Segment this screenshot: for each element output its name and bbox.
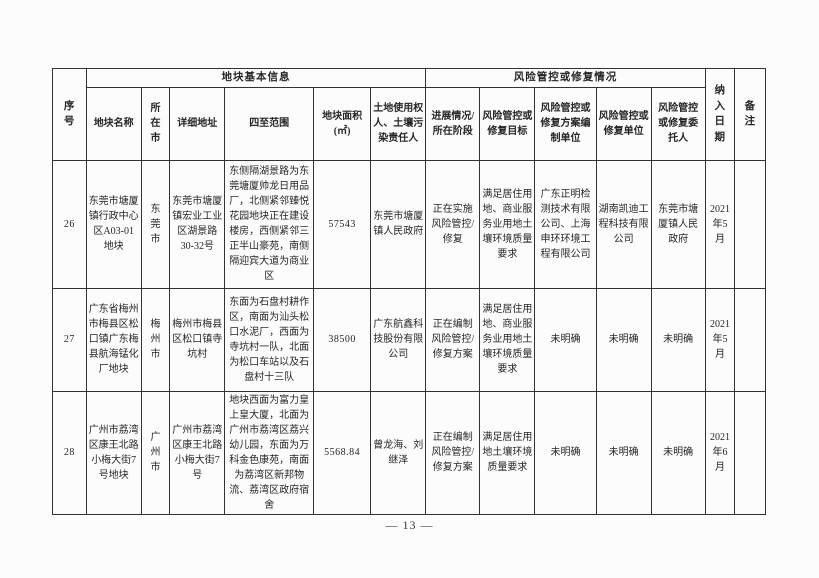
header-progress: 进展情况/所在阶段 <box>425 86 481 161</box>
cell-client: 东莞市塘厦镇人民政府 <box>650 159 706 289</box>
cell-date: 2021年6月 <box>704 390 736 515</box>
cell-city: 梅州市 <box>140 287 171 392</box>
cell-boundary: 地块西面为富力皇上皇大厦，北面为广州市荔湾区荔兴幼儿园，东面为万科金色康苑，南面… <box>224 390 315 515</box>
header-parcel-name: 地块名称 <box>85 86 142 161</box>
header-address: 详细地址 <box>169 86 226 161</box>
cell-repair-unit: 未明确 <box>595 287 652 392</box>
cell-serial: 28 <box>52 390 87 515</box>
cell-plan-unit: 广东正明检测技术有限公司、上海申环环境工程有限公司 <box>534 159 597 289</box>
cell-client: 未明确 <box>650 287 706 392</box>
header-group-basic-info: 地块基本信息 <box>85 68 427 88</box>
cell-note <box>734 287 766 392</box>
cell-target: 满足居住用地、商业服务业用地土壤环境质量要求 <box>479 159 536 289</box>
header-target: 风险管控或修复目标 <box>479 86 536 161</box>
cell-owner: 曾龙海、刘继泽 <box>370 390 427 515</box>
cell-parcel-name: 东莞市塘厦镇行政中心区A03-01地块 <box>85 159 142 289</box>
header-owner: 土地使用权人、土壤污染责任人 <box>370 86 427 161</box>
header-repair-unit: 风险管控或修复单位 <box>595 86 652 161</box>
page-number: — 13 — <box>385 518 434 532</box>
table-row-27: 27 广东省梅州市梅县区松口镇广东梅县航海锰化厂地块 梅州市 梅州市梅县区松口镇… <box>52 287 766 392</box>
cell-progress: 正在实施风险管控/修复 <box>425 159 481 289</box>
cell-target: 满足居住用地土壤环境质量要求 <box>479 390 536 515</box>
header-note: 备注 <box>734 68 766 161</box>
cell-plan-unit: 未明确 <box>534 390 597 515</box>
cell-parcel-name: 广东省梅州市梅县区松口镇广东梅县航海锰化厂地块 <box>85 287 142 392</box>
cell-area: 57543 <box>313 159 372 289</box>
header-city: 所在市 <box>140 86 171 161</box>
header-group-risk-control: 风险管控或修复情况 <box>425 68 706 88</box>
cell-date: 2021年5月 <box>704 287 736 392</box>
header-date: 纳入日期 <box>704 68 736 161</box>
cell-repair-unit: 未明确 <box>595 390 652 515</box>
cell-address: 广州市荔湾区康王北路小梅大街7号 <box>169 390 226 515</box>
cell-target: 满足居住用地、商业服务业用地土壤环境质量要求 <box>479 287 536 392</box>
cell-progress: 正在编制风险管控/修复方案 <box>425 287 481 392</box>
cell-date: 2021年5月 <box>704 159 736 289</box>
table-row-28: 28 广州市荔湾区康王北路小梅大街7号地块 广州市 广州市荔湾区康王北路小梅大街… <box>52 390 766 515</box>
header-serial: 序号 <box>52 68 87 161</box>
header-area: 地块面积(㎡) <box>313 86 372 161</box>
cell-note <box>734 159 766 289</box>
cell-repair-unit: 湖南凯迪工程科技有限公司 <box>595 159 652 289</box>
cell-city: 东莞市 <box>140 159 171 289</box>
cell-owner: 东莞市塘厦镇人民政府 <box>370 159 427 289</box>
cell-boundary: 东侧隔湖景路为东莞塘厦帅龙日用品厂，北侧紧邻臻悦花园地块正在建设楼房，西侧紧邻三… <box>224 159 315 289</box>
cell-progress: 正在编制风险管控/修复方案 <box>425 390 481 515</box>
table-sub-header-row: 地块名称 所在市 详细地址 四至范围 地块面积(㎡) 土地使用权人、土壤污染责任… <box>53 86 766 161</box>
cell-owner: 广东航鑫科技股份有限公司 <box>370 287 427 392</box>
table-group-header-row: 序号 地块基本信息 风险管控或修复情况 纳入日期 备注 <box>52 68 766 161</box>
cell-serial: 26 <box>52 159 87 289</box>
cell-area: 38500 <box>313 287 372 392</box>
cell-plan-unit: 未明确 <box>534 287 597 392</box>
table-row-26: 26 东莞市塘厦镇行政中心区A03-01地块 东莞市 东莞市塘厦镇宏业工业区湖景… <box>52 159 766 289</box>
header-plan-unit: 风险管控或修复方案编制单位 <box>534 86 597 161</box>
cell-client: 未明确 <box>650 390 706 515</box>
cell-boundary: 东面为石盘村耕作区，南面为汕头松口水泥厂，西面为寺坑村一队，北面为松口车站以及石… <box>224 287 315 392</box>
cell-area: 5568.84 <box>313 390 372 515</box>
cell-address: 东莞市塘厦镇宏业工业区湖景路30-32号 <box>169 159 226 289</box>
cell-serial: 27 <box>52 287 87 392</box>
header-client: 风险管控或修复委托人 <box>650 86 706 161</box>
header-boundary: 四至范围 <box>224 86 315 161</box>
cell-parcel-name: 广州市荔湾区康王北路小梅大街7号地块 <box>85 390 142 515</box>
cell-note <box>734 390 766 515</box>
cell-city: 广州市 <box>140 390 171 515</box>
cell-address: 梅州市梅县区松口镇寺坑村 <box>169 287 226 392</box>
land-parcel-table: 序号 地块基本信息 风险管控或修复情况 纳入日期 备注 地块名称 所在市 详细地… <box>52 68 766 515</box>
